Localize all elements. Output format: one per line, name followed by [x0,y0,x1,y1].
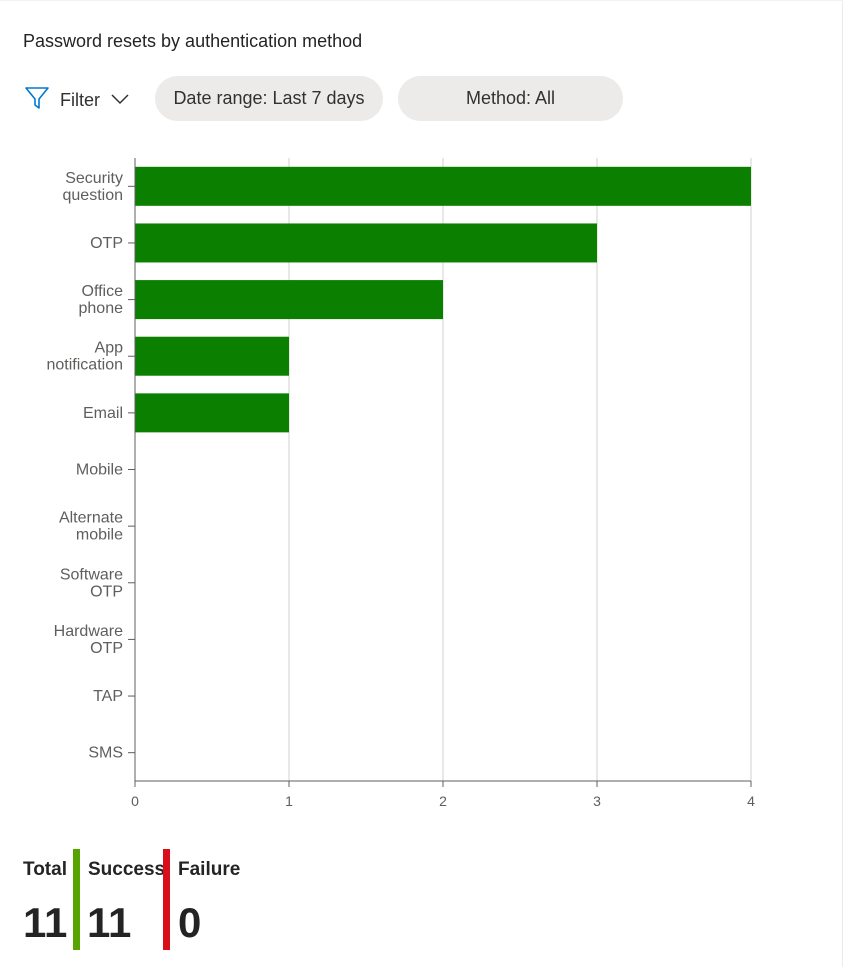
x-tick-label: 1 [285,793,293,809]
category-label: Software OTP [60,566,123,600]
total-value: 11 [23,899,68,946]
bar-security-question [135,166,751,206]
bar-office-phone [135,280,443,320]
x-tick-label: 3 [593,793,601,809]
date-range-pill[interactable]: Date range: Last 7 days [155,76,383,121]
category-label: Alternate mobile [59,510,123,544]
category-label: Security question [63,170,124,204]
category-label: Office phone [79,283,124,317]
category-label: Hardware OTP [54,623,123,657]
method-pill[interactable]: Method: All [398,76,623,121]
filter-label: Filter [60,90,100,110]
success-value: 11 [87,899,132,946]
category-label: TAP [93,688,123,705]
total-label: Total [23,859,67,880]
failure-label: Failure [178,859,241,880]
bar-email [135,393,289,433]
x-tick-label: 2 [439,793,447,809]
success-indicator [73,849,80,950]
bar-app-notification [135,336,289,376]
chevron-down-icon [110,90,130,111]
category-label: OTP [90,235,123,252]
chart-title: Password resets by authentication method [23,31,363,51]
category-label: Mobile [76,462,123,479]
filter-icon [24,85,50,116]
success-label: Success [88,859,166,880]
bar-otp [135,223,597,263]
bar-chart: 0 1 2 3 4 Security question OTP Office phone App no… [47,158,755,809]
category-label: SMS [88,745,123,762]
filter-button[interactable]: Filter [24,85,130,116]
x-tick-label: 0 [131,793,139,809]
category-label: App notification [47,340,124,374]
failure-indicator [163,849,170,950]
date-range-label: Date range: Last 7 days [173,88,365,108]
failure-value: 0 [178,899,202,946]
method-label: Method: All [465,88,556,108]
x-tick-label: 4 [747,793,755,809]
category-label: Email [83,405,123,422]
